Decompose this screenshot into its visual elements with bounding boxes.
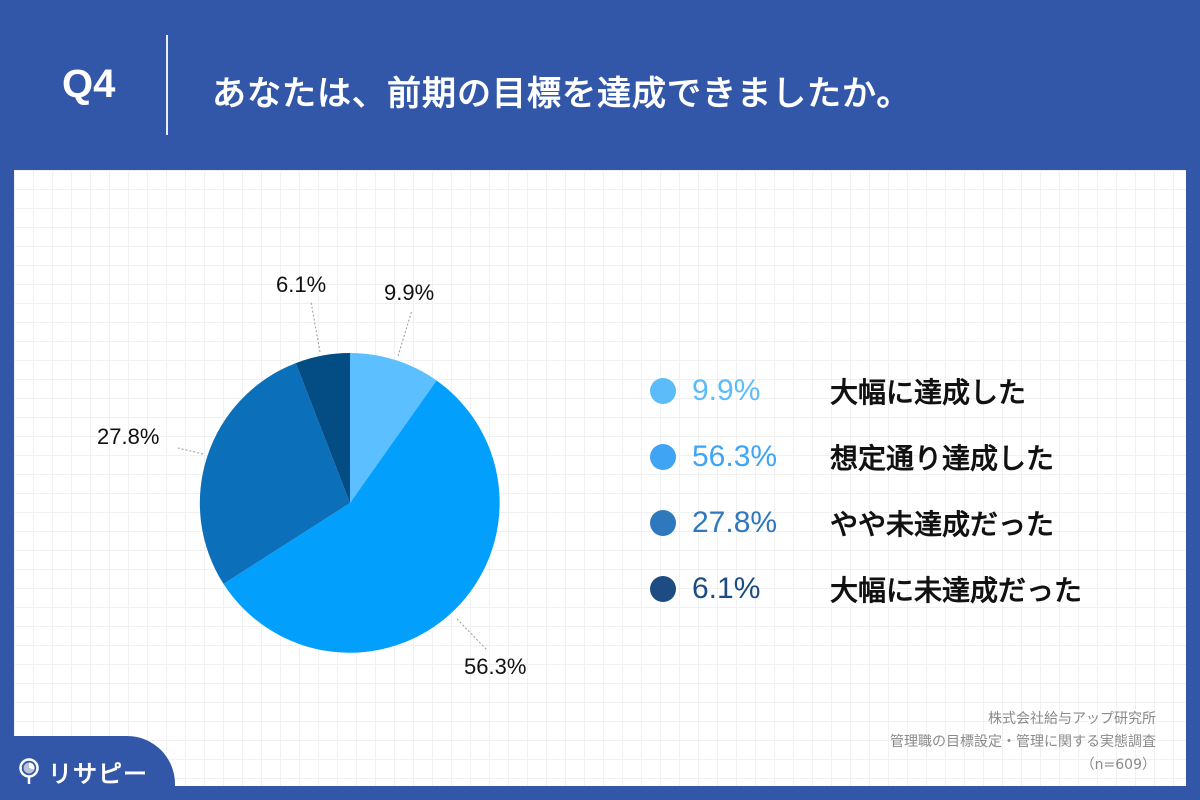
legend-percent: 6.1% <box>692 572 761 605</box>
legend-dot-icon <box>650 444 676 470</box>
legend-label: 大幅に達成した <box>830 376 1027 409</box>
question-number: Q4 <box>62 62 116 106</box>
pie-label-achieved-as-expected: 56.3% <box>464 654 527 679</box>
legend-item: 56.3% 想定通り達成した <box>650 424 1082 490</box>
leader-line <box>456 618 488 651</box>
question-title: あなたは、前期の目標を達成できましたか。 <box>212 74 912 114</box>
legend-dot-icon <box>650 510 676 536</box>
legend-dot-icon <box>650 378 676 404</box>
header-divider <box>166 35 168 135</box>
legend-label: 大幅に未達成だった <box>830 574 1083 607</box>
legend-percent: 56.3% <box>692 440 778 473</box>
pie-label-somewhat-unachieved: 27.8% <box>97 424 160 449</box>
chart-legend: 9.9% 大幅に達成した 56.3% 想定通り達成した 27.8% やや未達成だ… <box>650 358 1082 622</box>
leader-line <box>397 309 413 357</box>
leader-line <box>177 447 204 455</box>
pie-slice-greatly-achieved <box>350 353 437 503</box>
pie-label-greatly-achieved: 9.9% <box>384 280 435 305</box>
leader-line <box>310 301 321 353</box>
source-company: 株式会社給与アップ研究所 <box>988 711 1156 727</box>
legend-percent: 9.9% <box>692 374 761 407</box>
pie-label-greatly-unachieved: 6.1% <box>276 272 327 297</box>
pin-chart-icon <box>19 757 39 784</box>
legend-item: 6.1% 大幅に未達成だった <box>650 556 1082 622</box>
legend-item: 27.8% やや未達成だった <box>650 490 1082 556</box>
brand-name: リサピー <box>48 760 148 788</box>
legend-item: 9.9% 大幅に達成した <box>650 358 1082 424</box>
legend-label: 想定通り達成した <box>830 442 1055 475</box>
pie-slice-greatly-unachieved <box>295 352 350 503</box>
pie-slice-achieved-as-expected <box>223 380 500 653</box>
source-survey: 管理職の目標設定・管理に関する実態調査 <box>890 734 1156 750</box>
source-note: 株式会社給与アップ研究所 管理職の目標設定・管理に関する実態調査 （n=609） <box>890 708 1156 777</box>
question-header: Q4 あなたは、前期の目標を達成できましたか。 <box>0 0 1200 170</box>
legend-dot-icon <box>650 576 676 602</box>
source-sample-size: （n=609） <box>1080 757 1156 773</box>
legend-percent: 27.8% <box>692 506 778 539</box>
legend-label: やや未達成だった <box>830 508 1055 541</box>
pie-slice-somewhat-unachieved <box>199 363 350 584</box>
brand-logo: リサピー <box>18 754 148 789</box>
